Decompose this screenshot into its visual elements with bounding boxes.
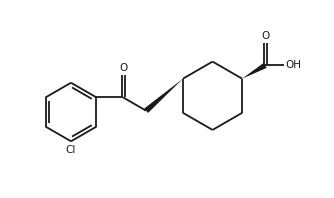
Text: OH: OH <box>286 60 301 70</box>
Text: O: O <box>261 31 269 41</box>
Text: Cl: Cl <box>66 145 76 155</box>
Polygon shape <box>242 63 267 79</box>
Text: O: O <box>119 63 127 73</box>
Polygon shape <box>144 79 183 113</box>
